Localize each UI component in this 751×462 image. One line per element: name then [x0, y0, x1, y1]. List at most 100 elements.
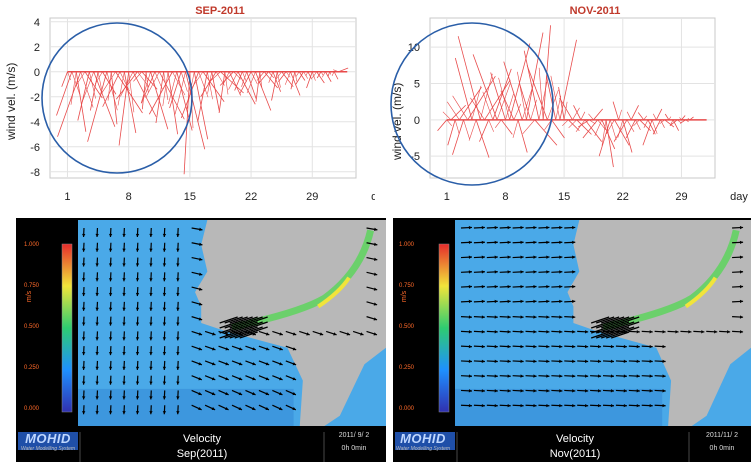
- velocity-arrowhead: [82, 366, 86, 370]
- velocity-arrowhead: [481, 285, 485, 289]
- velocity-arrowhead: [533, 315, 537, 319]
- velocity-arrowhead: [468, 240, 472, 245]
- wind-stick: [664, 119, 675, 128]
- wind-stick: [333, 71, 339, 80]
- velocity-arrowhead: [559, 240, 563, 245]
- velocity-arrowhead: [533, 285, 537, 289]
- wind-stick: [471, 85, 482, 120]
- velocity-arrowhead: [279, 347, 283, 351]
- velocity-arrowhead: [494, 344, 498, 349]
- wind-stick: [290, 71, 296, 90]
- plume-arrow: [595, 316, 615, 324]
- plume-arrow: [229, 331, 248, 339]
- x-tick-label: 22: [245, 191, 257, 203]
- velocity-arrowhead: [82, 337, 86, 341]
- estuary-fast-flow: [684, 276, 718, 309]
- velocity-arrowhead: [494, 270, 498, 274]
- wind-stick: [141, 71, 156, 104]
- wind-stick: [442, 111, 452, 121]
- velocity-arrowhead: [533, 403, 537, 408]
- wind-stick: [550, 75, 561, 120]
- velocity-arrowhead: [533, 359, 537, 363]
- wind-stick: [597, 119, 606, 131]
- wind-stick: [457, 36, 481, 120]
- wind-chart-sep: 4 2 0 -2 -4 -6 -8 1 8 15 22 29 day: [30, 17, 375, 203]
- wind-stick: [562, 119, 569, 127]
- plume-arrow: [620, 321, 640, 329]
- velocity-arrowhead: [199, 227, 203, 231]
- velocity-arrowhead: [507, 403, 511, 408]
- plume-arrow: [229, 326, 248, 334]
- velocity-arrowhead: [225, 362, 229, 366]
- velocity-arrowhead: [108, 307, 113, 311]
- velocity-arrowhead: [481, 315, 485, 319]
- velocity-arrowhead: [533, 299, 537, 304]
- wind-stick: [568, 119, 580, 132]
- velocity-arrowhead: [572, 374, 576, 378]
- wind-stick: [509, 43, 531, 120]
- velocity-arrowhead: [122, 351, 126, 356]
- velocity-arrowhead: [149, 307, 153, 311]
- velocity-arrowhead: [135, 322, 140, 326]
- velocity-arrowhead: [162, 292, 167, 297]
- velocity-arrowhead: [176, 322, 180, 326]
- plume-arrow: [605, 326, 625, 334]
- colorbar-tick: 0.000: [24, 406, 40, 412]
- wind-stick: [522, 119, 536, 135]
- velocity-arrowhead: [623, 344, 627, 349]
- velocity-arrowhead: [238, 377, 243, 381]
- velocity-arrowhead: [468, 270, 472, 274]
- velocity-arrowhead: [494, 285, 498, 289]
- wind-stick: [222, 71, 230, 85]
- wind-stick: [584, 119, 602, 142]
- velocity-arrowhead: [82, 233, 86, 237]
- velocity-arrowhead: [95, 396, 99, 400]
- velocity-arrowhead: [585, 374, 589, 378]
- velocity-arrowhead: [82, 248, 86, 252]
- wind-stick: [472, 54, 498, 120]
- wind-stick: [115, 71, 138, 100]
- plume-arrow: [615, 316, 635, 324]
- wind-stick: [275, 71, 282, 81]
- velocity-arrowhead: [135, 411, 140, 415]
- velocity-arrowhead: [662, 389, 666, 393]
- wind-stick: [295, 71, 300, 77]
- velocity-arrowhead: [559, 330, 563, 334]
- wind-stick: [618, 109, 622, 120]
- wind-stick: [652, 119, 661, 135]
- velocity-arrowhead: [649, 374, 653, 378]
- velocity-arrowhead: [373, 272, 378, 276]
- wind-stick: [512, 119, 519, 138]
- velocity-arrowhead: [520, 299, 524, 304]
- plume-arrow: [600, 316, 620, 324]
- velocity-arrowhead: [507, 270, 511, 274]
- velocity-arrowhead: [468, 344, 472, 349]
- wind-stick: [454, 119, 460, 134]
- wind-stick: [57, 71, 81, 137]
- wind-stick: [259, 71, 263, 89]
- wind-stick: [573, 105, 582, 120]
- velocity-arrowhead: [211, 406, 216, 411]
- wind-stick: [626, 111, 632, 120]
- footer-title: Velocity: [556, 433, 594, 445]
- velocity-arrowhead: [122, 411, 126, 415]
- velocity-arrowhead: [292, 332, 297, 336]
- x-tick-label: 8: [126, 191, 132, 203]
- velocity-arrowhead: [559, 255, 563, 259]
- wind-stick: [331, 71, 335, 77]
- wind-stick: [447, 119, 456, 146]
- wind-stick: [89, 71, 99, 111]
- velocity-arrowhead: [95, 292, 99, 297]
- wind-stick: [278, 71, 287, 82]
- wind-stick: [519, 83, 531, 120]
- velocity-arrowhead: [198, 377, 202, 381]
- wind-stick: [307, 71, 313, 80]
- velocity-arrowhead: [225, 406, 229, 411]
- velocity-arrowhead: [468, 403, 472, 408]
- velocity-arrowhead: [610, 374, 614, 378]
- wind-stick: [580, 111, 586, 120]
- plume-arrow: [229, 316, 248, 324]
- y-tick-label: -2: [30, 92, 40, 104]
- wind-stick: [228, 71, 242, 96]
- wind-stick: [61, 71, 68, 87]
